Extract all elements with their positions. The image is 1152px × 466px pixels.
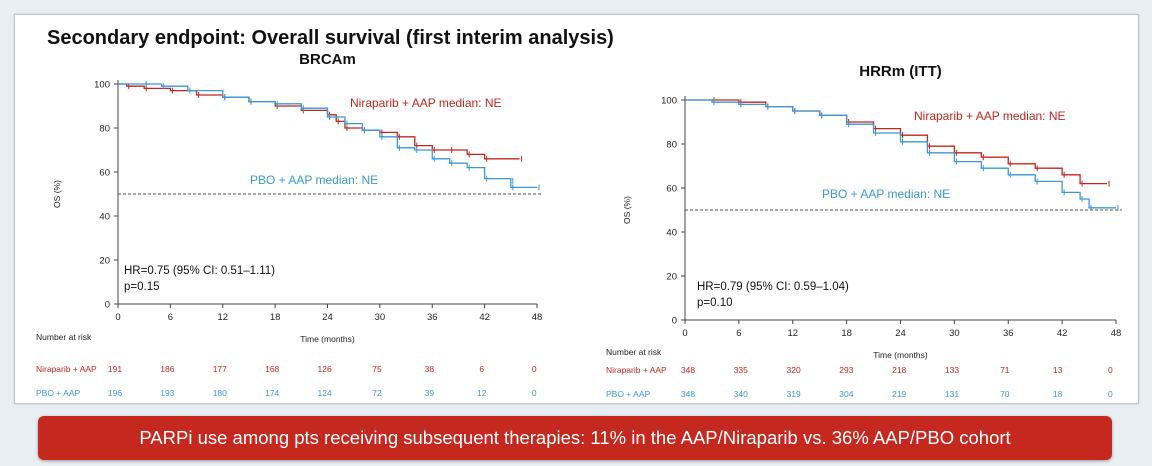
hazard-ratio-label: HR=0.79 (95% CI: 0.59–1.04)	[697, 281, 849, 293]
y-tick-label: 0	[672, 316, 677, 327]
y-tick-label: 40	[666, 228, 677, 239]
y-tick-label: 100	[661, 96, 677, 107]
risk-value-pbo: 70	[1000, 389, 1010, 399]
risk-value-niraparib: 191	[108, 364, 122, 374]
risk-value-niraparib: 348	[681, 365, 695, 375]
risk-value-niraparib: 0	[1108, 365, 1113, 375]
x-tick-label: 48	[1111, 328, 1122, 339]
risk-value-niraparib: 177	[213, 364, 227, 374]
x-tick-label: 12	[787, 328, 798, 339]
slide-panel: Secondary endpoint: Overall survival (fi…	[14, 14, 1139, 404]
risk-value-pbo: 12	[477, 388, 487, 398]
x-axis-label: Time (months)	[300, 334, 355, 344]
p-value-label: p=0.15	[124, 281, 160, 293]
x-tick-label: 42	[479, 312, 490, 323]
km-curve-niraparib	[118, 83, 520, 160]
x-tick-label: 6	[168, 312, 173, 323]
risk-value-pbo: 180	[213, 388, 227, 398]
risk-table-heading: Number at risk	[36, 332, 92, 342]
risk-value-niraparib: 133	[945, 365, 959, 375]
risk-value-niraparib: 71	[1000, 365, 1010, 375]
x-tick-label: 24	[322, 312, 333, 323]
risk-value-niraparib: 6	[479, 364, 484, 374]
km-curve-pbo	[685, 99, 1116, 209]
risk-value-pbo: 0	[1108, 389, 1113, 399]
risk-table-heading: Number at risk	[606, 347, 662, 357]
x-tick-label: 6	[736, 328, 741, 339]
y-tick-label: 60	[99, 168, 110, 179]
y-tick-label: 0	[105, 300, 110, 311]
km-chart-hrrm: HRRm (ITT) 0 20 40 60 80 100 0 6 12 18 24 30 36 42 48 OS…	[606, 63, 1122, 399]
risk-value-niraparib: 38	[425, 364, 435, 374]
x-tick-label: 24	[895, 328, 906, 339]
y-tick-label: 80	[666, 140, 677, 151]
risk-value-pbo: 0	[532, 388, 537, 398]
risk-row-label-niraparib: Niraparib + AAP	[606, 365, 667, 375]
risk-value-pbo: 131	[945, 389, 959, 399]
chart-title: BRCAm	[299, 51, 356, 68]
risk-value-niraparib: 320	[787, 365, 801, 375]
series-label-niraparib: Niraparib + AAP median: NE	[914, 109, 1066, 123]
y-tick-label: 20	[99, 256, 110, 267]
risk-value-pbo: 72	[372, 388, 382, 398]
y-tick-label: 80	[99, 124, 110, 135]
series-label-niraparib: Niraparib + AAP median: NE	[350, 96, 502, 110]
x-tick-label: 48	[532, 312, 543, 323]
x-tick-label: 0	[682, 328, 687, 339]
risk-value-pbo: 348	[681, 389, 695, 399]
risk-value-pbo: 319	[787, 389, 801, 399]
y-tick-label: 40	[99, 212, 110, 223]
hazard-ratio-label: HR=0.75 (95% CI: 0.51–1.11)	[124, 265, 275, 277]
y-axis-label: OS (%)	[622, 196, 632, 224]
x-tick-label: 18	[270, 312, 281, 323]
y-tick-label: 100	[94, 80, 110, 91]
y-tick-label: 60	[666, 184, 677, 195]
risk-row-label-niraparib: Niraparib + AAP	[36, 364, 97, 374]
risk-value-niraparib: 168	[265, 364, 279, 374]
x-tick-label: 42	[1057, 328, 1068, 339]
x-tick-label: 0	[115, 312, 120, 323]
x-axis-label: Time (months)	[873, 350, 928, 360]
km-curve-pbo	[118, 83, 537, 189]
x-tick-label: 30	[949, 328, 960, 339]
risk-row-label-pbo: PBO + AAP	[606, 389, 651, 399]
risk-value-pbo: 304	[839, 389, 853, 399]
risk-value-niraparib: 126	[318, 364, 332, 374]
risk-value-pbo: 18	[1053, 389, 1063, 399]
x-tick-label: 12	[217, 312, 228, 323]
x-tick-label: 36	[427, 312, 438, 323]
risk-value-pbo: 39	[425, 388, 435, 398]
risk-value-pbo: 124	[318, 388, 332, 398]
risk-value-niraparib: 75	[372, 364, 382, 374]
series-label-pbo: PBO + AAP median: NE	[822, 187, 950, 201]
risk-value-pbo: 174	[265, 388, 279, 398]
risk-value-niraparib: 218	[892, 365, 906, 375]
risk-row-label-pbo: PBO + AAP	[36, 388, 81, 398]
chart-title: HRRm (ITT)	[859, 63, 942, 80]
x-tick-label: 18	[841, 328, 852, 339]
risk-value-niraparib: 0	[532, 364, 537, 374]
risk-value-niraparib: 13	[1053, 365, 1063, 375]
series-label-pbo: PBO + AAP median: NE	[250, 173, 378, 187]
slide-title: Secondary endpoint: Overall survival (fi…	[47, 27, 614, 49]
risk-value-niraparib: 186	[160, 364, 174, 374]
parpi-usage-banner: PARPi use among pts receiving subsequent…	[38, 416, 1112, 460]
y-tick-label: 20	[666, 272, 677, 283]
x-tick-label: 30	[375, 312, 386, 323]
risk-value-pbo: 196	[108, 388, 122, 398]
risk-value-pbo: 219	[892, 389, 906, 399]
risk-value-niraparib: 293	[839, 365, 853, 375]
x-tick-label: 36	[1003, 328, 1014, 339]
risk-value-pbo: 193	[160, 388, 174, 398]
y-axis-label: OS (%)	[52, 180, 62, 208]
risk-value-pbo: 340	[734, 389, 748, 399]
risk-value-niraparib: 335	[734, 365, 748, 375]
p-value-label: p=0.10	[697, 297, 733, 309]
